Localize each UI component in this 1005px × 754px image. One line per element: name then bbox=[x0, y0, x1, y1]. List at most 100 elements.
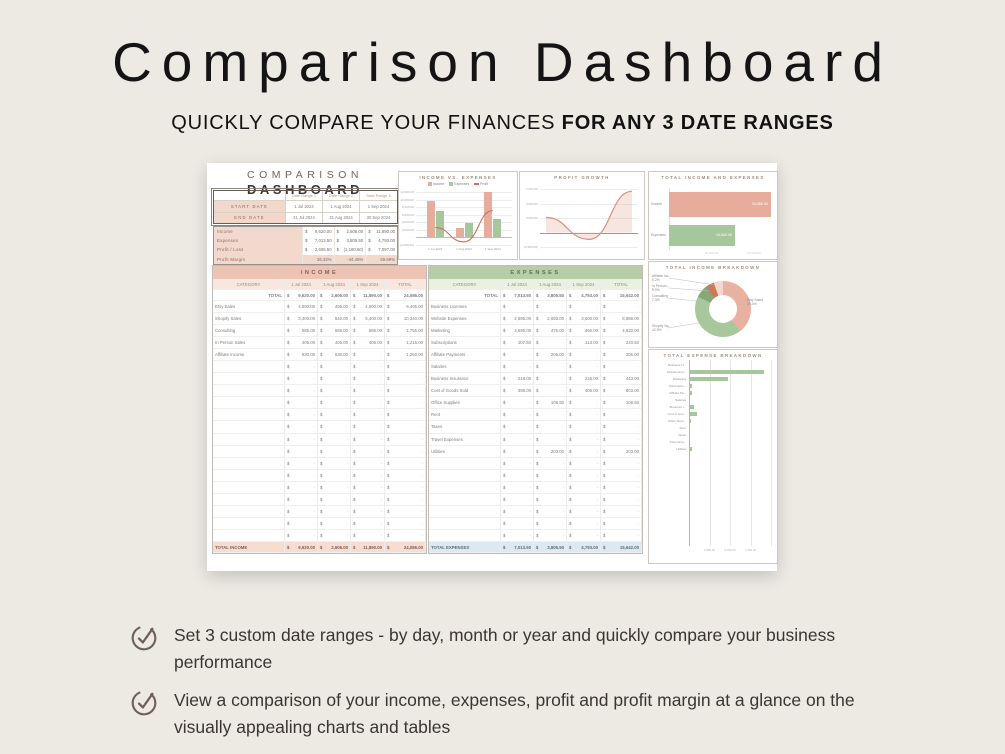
amount-value: - bbox=[346, 484, 348, 490]
amount-cell: $15,642.00 bbox=[601, 290, 642, 301]
x-tick-label: 20,000.00 bbox=[747, 251, 761, 255]
amount-cell: $ - bbox=[534, 457, 567, 470]
bar-category-label: Business Li... bbox=[668, 363, 686, 367]
amount-value: - bbox=[562, 304, 564, 310]
amount-value: 10,340.00 bbox=[403, 316, 423, 322]
category-cell bbox=[429, 457, 501, 470]
table-row: Consulting $585.00 $585.00 $585.00 $1,755.00 bbox=[213, 325, 426, 338]
expense-bar bbox=[464, 223, 473, 238]
income-table: INCOME CATEGORY 1 Jul 2024 1 Aug 2024 1 Sep … bbox=[212, 265, 427, 554]
dollar-sign: $ bbox=[287, 328, 290, 334]
dollar-sign: $ bbox=[353, 496, 356, 502]
column-header: 1 Aug 2024 bbox=[534, 279, 567, 290]
dollar-sign: $ bbox=[503, 376, 506, 382]
donut-slice-label: Affiliate Inc... 5.2% bbox=[652, 274, 682, 282]
dollar-sign: $ bbox=[503, 304, 506, 310]
y-tick-label: (2,000.00) bbox=[399, 243, 414, 247]
summary-value: $ (1,180.50) bbox=[333, 245, 366, 255]
y-gridline bbox=[540, 189, 638, 190]
amount-value: - bbox=[637, 304, 639, 310]
amount-cell: $206.00 bbox=[601, 349, 642, 362]
amount-value: 108.50 bbox=[550, 400, 564, 406]
dollar-sign: $ bbox=[536, 520, 539, 526]
column-header: CATEGORY bbox=[213, 279, 285, 290]
income-breakdown-donut: TOTAL INCOME BREAKDOWN Etsy Sales 39.4% Sho… bbox=[648, 261, 778, 348]
amount-cell: $ - bbox=[567, 361, 601, 374]
amount-value: 11,890.00 bbox=[363, 544, 382, 550]
summary-amount: 2,606.50 bbox=[314, 247, 332, 253]
amount-cell: $9,620.00 bbox=[285, 290, 318, 301]
dollar-sign: $ bbox=[536, 328, 539, 334]
amount-value: - bbox=[380, 484, 382, 490]
dollar-sign: $ bbox=[353, 508, 356, 514]
total-income-expenses-chart: TOTAL INCOME AND EXPENSES Income 24,086.00… bbox=[648, 171, 778, 260]
amount-cell: $ - bbox=[351, 361, 385, 374]
amount-cell: $ - bbox=[601, 433, 642, 446]
dollar-sign: $ bbox=[353, 352, 356, 358]
amount-value: 540.00 bbox=[334, 316, 348, 322]
column-header: TOTAL bbox=[385, 279, 426, 290]
donut-slice-label: In Person... 5.0% bbox=[652, 284, 682, 292]
amount-cell: $11,890.00 bbox=[351, 290, 385, 301]
dollar-sign: $ bbox=[287, 496, 290, 502]
amount-value: - bbox=[346, 472, 348, 478]
dollar-sign: $ bbox=[603, 448, 606, 454]
amount-cell: $ - bbox=[285, 385, 318, 398]
dollar-sign: $ bbox=[503, 340, 506, 346]
amount-value: - bbox=[421, 436, 423, 442]
amount-cell: $ - bbox=[567, 529, 601, 542]
table-row: $ - $ - $ - $ - bbox=[213, 481, 426, 494]
dollar-sign: $ bbox=[603, 496, 606, 502]
x-tick-label: 7,500.00 bbox=[744, 548, 757, 552]
dollar-sign: $ bbox=[287, 424, 290, 430]
dollar-sign: $ bbox=[569, 328, 572, 334]
table-row: In Person Sales $405.00 $405.00 $405.00 $1,2… bbox=[213, 337, 426, 350]
summary-row: Income $9,620.00 $2,606.00 $11,890.00 bbox=[214, 227, 397, 237]
category-cell bbox=[429, 493, 501, 506]
legend-label: Profit bbox=[480, 182, 489, 186]
amount-value: - bbox=[596, 304, 598, 310]
amount-value: - bbox=[313, 460, 315, 466]
amount-cell: $ - bbox=[567, 421, 601, 434]
amount-cell: $ - bbox=[501, 457, 534, 470]
date-row: END DATE 31 Jul 2024 31 Aug 2024 30 Sep 202… bbox=[214, 212, 397, 223]
dollar-sign: $ bbox=[569, 436, 572, 442]
category-cell: Utilities bbox=[429, 445, 501, 458]
amount-value: 15,642.00 bbox=[619, 544, 639, 550]
table-title: INCOME bbox=[213, 266, 426, 279]
amount-cell: $10,340.00 bbox=[385, 313, 426, 326]
amount-value: - bbox=[529, 520, 531, 526]
expense-breakdown-bar bbox=[690, 447, 692, 452]
summary-value: $7,013.50 bbox=[302, 236, 334, 246]
summary-row: Profit / Loss $2,606.50 $ (1,180.50) $7,097.… bbox=[214, 245, 397, 255]
dollar-sign: $ bbox=[569, 424, 572, 430]
dollar-sign: $ bbox=[603, 532, 606, 538]
amount-value: - bbox=[380, 400, 382, 406]
donut-hole bbox=[709, 295, 737, 323]
amount-cell: $540.00 bbox=[318, 313, 351, 326]
dollar-sign: $ bbox=[503, 352, 506, 358]
dollar-sign: $ bbox=[603, 544, 606, 550]
amount-value: 630.00 bbox=[301, 352, 315, 358]
amount-cell: $108.50 bbox=[601, 397, 642, 410]
summary-table: Income $9,620.00 $2,606.00 $11,890.00 Expens… bbox=[213, 226, 398, 265]
dollar-sign: $ bbox=[569, 508, 572, 514]
summary-label: Expenses bbox=[214, 236, 302, 246]
amount-value: - bbox=[421, 520, 423, 526]
dollar-sign: $ bbox=[536, 316, 539, 322]
dollar-sign: $ bbox=[336, 238, 339, 244]
table-row: $ - $ - $ - $ - bbox=[213, 361, 426, 374]
category-cell bbox=[213, 505, 285, 518]
amount-cell: $630.00 bbox=[318, 349, 351, 362]
amount-value: 108.50 bbox=[625, 400, 639, 406]
amount-cell: $3,805.50 bbox=[534, 542, 567, 553]
dollar-sign: $ bbox=[603, 352, 606, 358]
amount-cell: $ - bbox=[567, 349, 601, 362]
amount-cell: $ - bbox=[567, 469, 601, 482]
dollar-sign: $ bbox=[320, 508, 323, 514]
amount-value: 405.00 bbox=[301, 340, 315, 346]
dollar-sign: $ bbox=[320, 340, 323, 346]
dollar-sign: $ bbox=[536, 352, 539, 358]
date-range-header: Date Range 1 bbox=[286, 191, 323, 201]
summary-label: Profit / Loss bbox=[214, 245, 302, 255]
